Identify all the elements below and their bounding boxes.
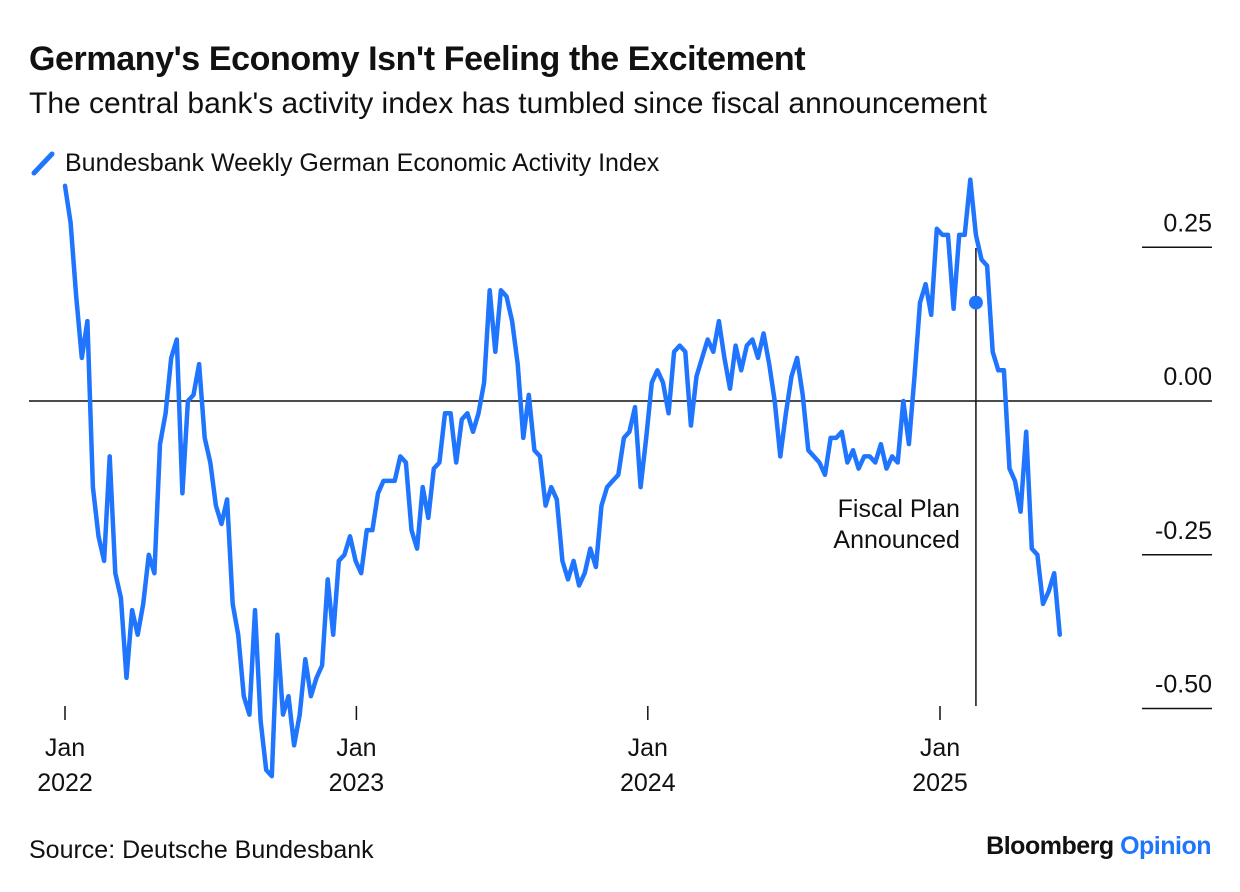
legend: Bundesbank Weekly German Economic Activi…	[29, 148, 659, 178]
x-tick-label-month: Jan	[45, 734, 85, 762]
legend-label: Bundesbank Weekly German Economic Activi…	[65, 148, 660, 177]
chart-subtitle: The central bank's activity index has tu…	[29, 87, 987, 120]
chart-title: Germany's Economy Isn't Feeling the Exci…	[29, 40, 806, 78]
x-tick-label-year: 2024	[620, 769, 676, 797]
x-tick-label-month: Jan	[336, 734, 376, 762]
brand-name: Bloomberg	[986, 832, 1114, 860]
x-tick-label-year: 2025	[912, 769, 968, 797]
x-tick-label-month: Jan	[920, 734, 960, 762]
annotation-label: Fiscal Plan	[838, 495, 960, 523]
y-tick-label: 0.25	[1163, 209, 1212, 237]
y-tick-label: 0.00	[1163, 363, 1212, 391]
series-line	[62, 177, 1063, 779]
x-tick-label-month: Jan	[628, 734, 668, 762]
y-tick-label: -0.50	[1155, 671, 1212, 699]
legend-swatch-icon	[31, 151, 55, 176]
source-note: Source: Deutsche Bundesbank	[29, 836, 374, 864]
annotation-marker	[968, 295, 983, 310]
annotation-label: Announced	[833, 526, 960, 554]
x-tick-label-year: 2022	[37, 769, 93, 797]
x-tick-label-year: 2023	[329, 769, 385, 797]
brand-logo: Bloomberg Opinion	[986, 832, 1211, 861]
y-tick-label: -0.25	[1155, 517, 1212, 545]
brand-suffix: Opinion	[1120, 832, 1211, 860]
